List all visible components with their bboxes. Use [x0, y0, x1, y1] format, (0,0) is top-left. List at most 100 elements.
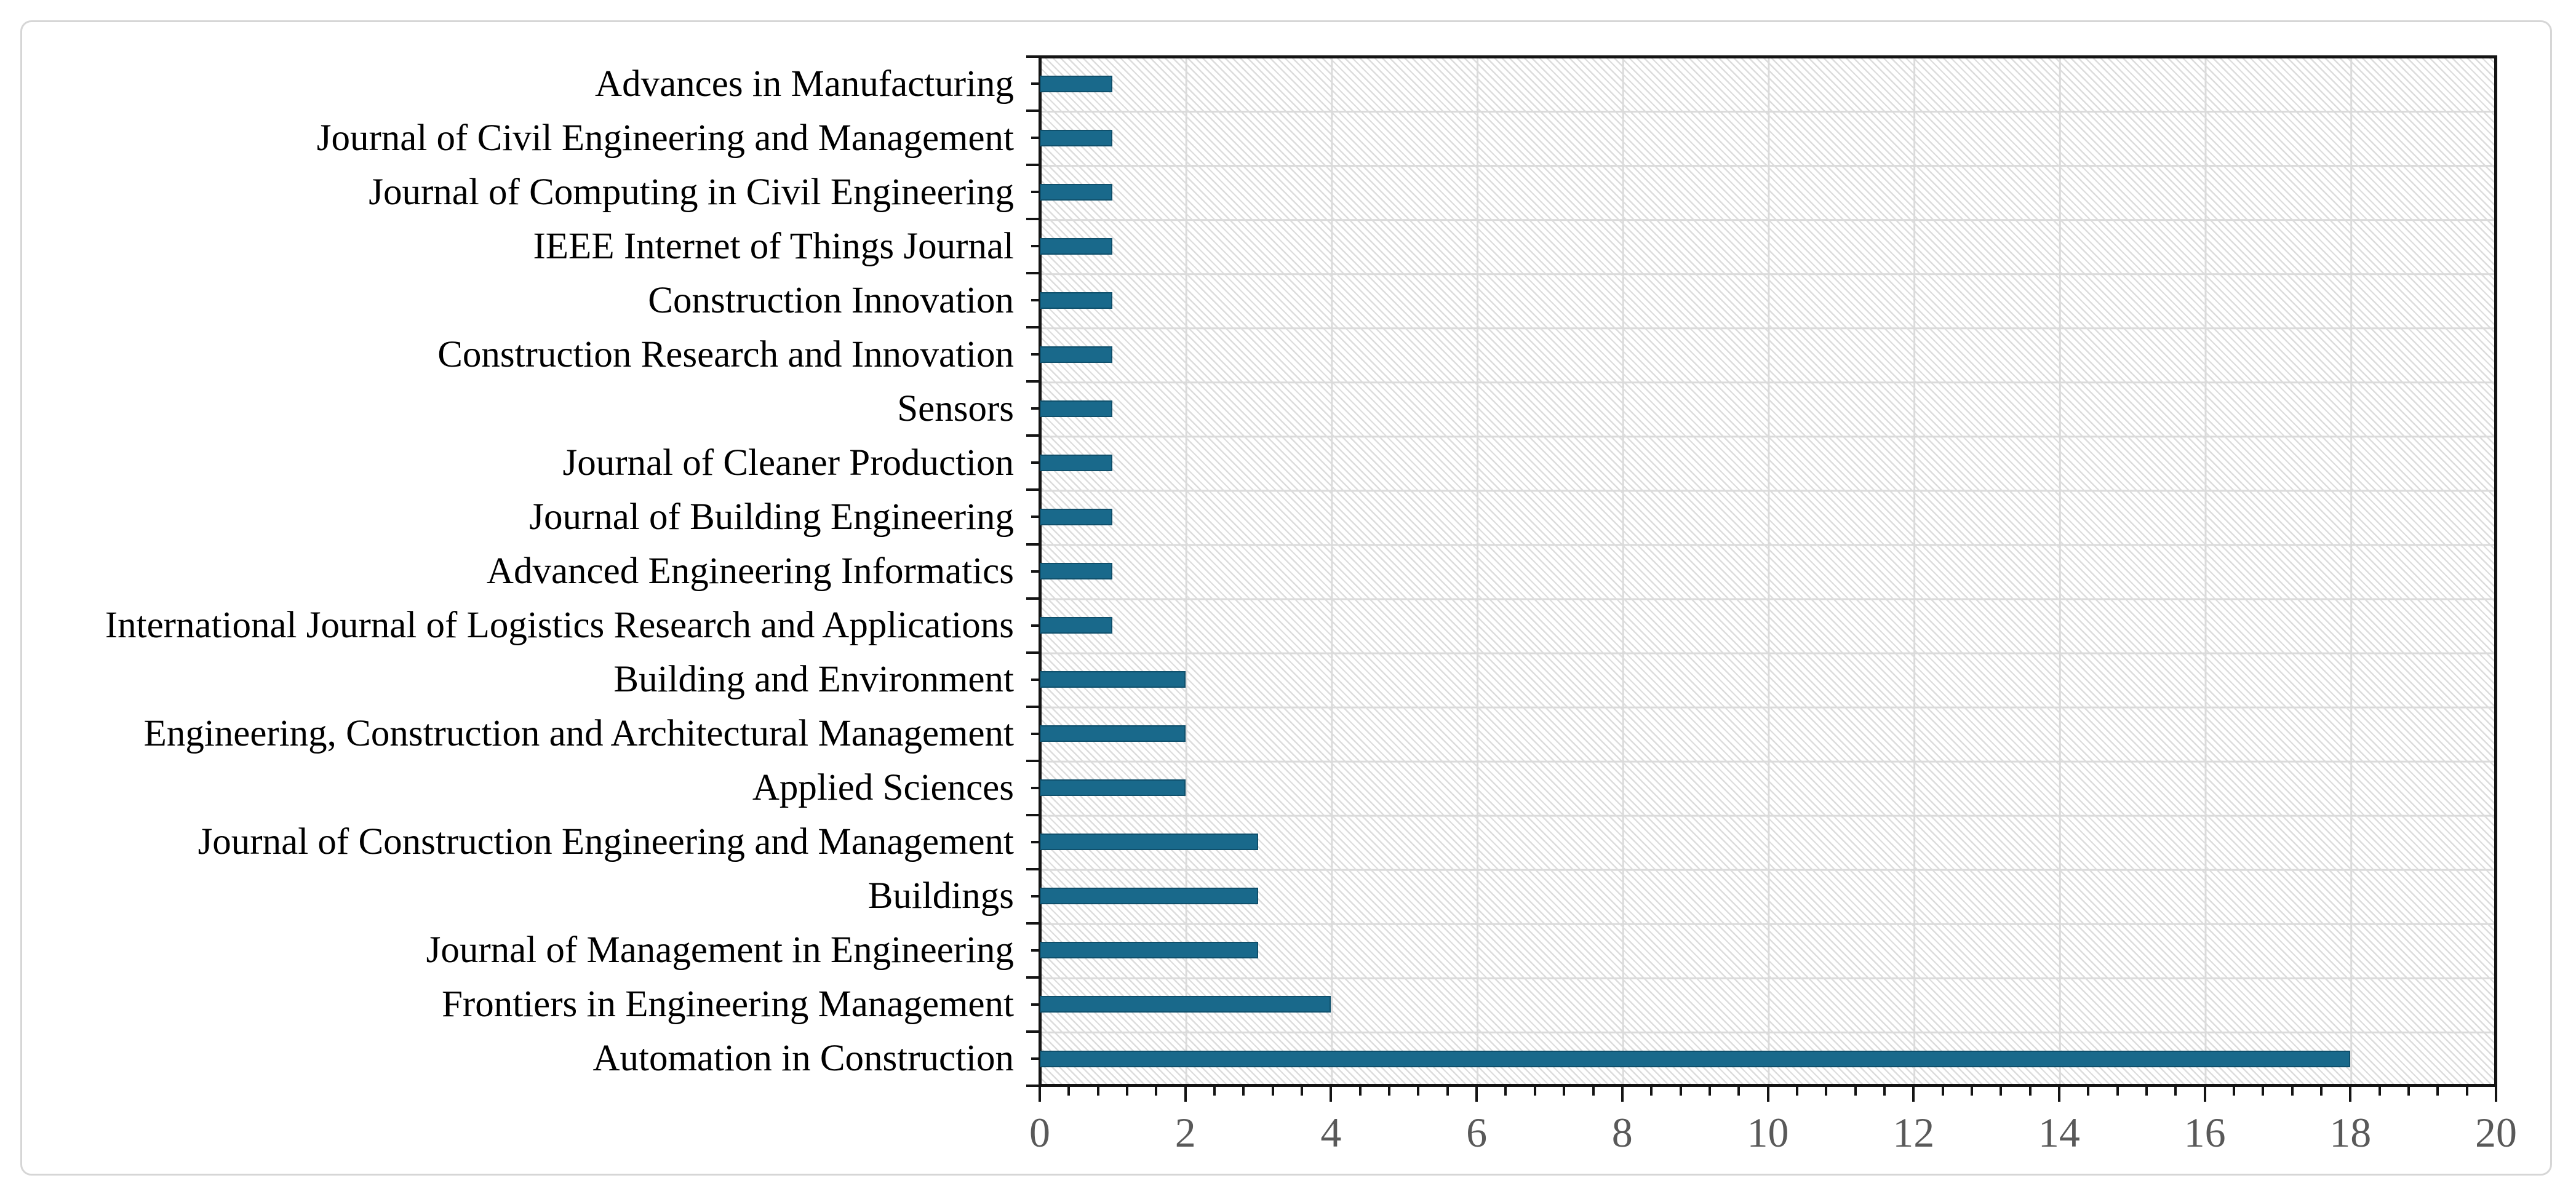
- x-axis-minor-tick: [1417, 1086, 1420, 1096]
- y-axis-major-tick: [1026, 921, 1040, 925]
- category-label-text: Construction Research and Innovation: [437, 333, 1014, 375]
- chart-card: Advances in Manufacturing Journal of Civi…: [20, 20, 2552, 1176]
- y-axis-major-tick: [1026, 488, 1040, 492]
- y-axis-major-tick: [1026, 164, 1040, 167]
- x-axis-minor-tick: [2145, 1086, 2148, 1096]
- category-label: Advances in Manufacturing: [32, 57, 1014, 111]
- category-label-text: Journal of Civil Engineering and Managem…: [316, 117, 1014, 159]
- x-axis-minor-tick: [2378, 1086, 2381, 1096]
- y-axis-major-tick: [1026, 976, 1040, 979]
- y-axis-minor-tick: [1031, 840, 1040, 843]
- category-label: Sensors: [32, 381, 1014, 436]
- category-label: Journal of Construction Engineering and …: [32, 815, 1014, 869]
- y-axis-major-tick: [1026, 867, 1040, 870]
- y-axis-major-tick: [1026, 1030, 1040, 1033]
- x-axis-tick-label: 14: [2038, 1109, 2080, 1156]
- y-axis-major-tick: [1026, 326, 1040, 329]
- bar: [1040, 292, 1113, 309]
- x-axis-minor-tick: [2291, 1086, 2294, 1096]
- x-axis-minor-tick: [1213, 1086, 1216, 1096]
- category-label: Applied Sciences: [32, 761, 1014, 815]
- y-axis-major-tick: [1026, 55, 1040, 58]
- x-axis-minor-tick: [1708, 1086, 1711, 1096]
- category-label: Journal of Cleaner Production: [32, 436, 1014, 490]
- x-axis-major-tick: [2349, 1086, 2352, 1102]
- category-label-text: Advances in Manufacturing: [595, 63, 1014, 105]
- x-axis-major-tick: [2057, 1086, 2060, 1102]
- x-axis-minor-tick: [1563, 1086, 1566, 1096]
- x-axis-minor-tick: [1679, 1086, 1682, 1096]
- bar: [1040, 942, 1258, 959]
- bar: [1040, 508, 1113, 525]
- y-axis-minor-tick: [1031, 353, 1040, 356]
- y-axis-minor-tick: [1031, 137, 1040, 140]
- x-axis-minor-tick: [2087, 1086, 2090, 1096]
- category-label-text: Journal of Construction Engineering and …: [197, 821, 1014, 863]
- y-axis-minor-tick: [1031, 461, 1040, 464]
- y-axis-minor-tick: [1031, 949, 1040, 952]
- y-axis-major-tick: [1026, 813, 1040, 816]
- x-axis-minor-tick: [1446, 1086, 1449, 1096]
- y-axis-major-tick: [1026, 1085, 1040, 1087]
- bar: [1040, 563, 1113, 579]
- category-label-text: Advanced Engineering Informatics: [486, 551, 1014, 592]
- category-label-text: Engineering, Construction and Architectu…: [143, 713, 1014, 755]
- y-axis-minor-tick: [1031, 82, 1040, 85]
- category-label-text: Automation in Construction: [592, 1038, 1014, 1080]
- category-label-text: Journal of Building Engineering: [529, 496, 1014, 538]
- x-axis-tick-label: 18: [2329, 1109, 2372, 1156]
- x-axis-minor-tick: [2407, 1086, 2410, 1096]
- x-axis-minor-tick: [2436, 1086, 2439, 1096]
- category-label: Advanced Engineering Informatics: [32, 544, 1014, 599]
- x-axis-tick-label: 12: [1892, 1109, 1935, 1156]
- x-axis-minor-tick: [1533, 1086, 1536, 1096]
- x-axis-major-tick: [1184, 1086, 1187, 1102]
- x-axis-minor-tick: [1592, 1086, 1595, 1096]
- category-label: IEEE Internet of Things Journal: [32, 219, 1014, 273]
- y-axis-minor-tick: [1031, 624, 1040, 627]
- category-label-text: Journal of Cleaner Production: [562, 442, 1014, 484]
- x-axis-minor-tick: [2262, 1086, 2265, 1096]
- bar: [1040, 779, 1186, 797]
- x-axis-major-tick: [1330, 1086, 1333, 1102]
- y-axis-major-tick: [1026, 543, 1040, 546]
- x-axis-tick-label: 4: [1320, 1109, 1342, 1156]
- x-axis-minor-tick: [1358, 1086, 1362, 1096]
- y-axis-major-tick: [1026, 705, 1040, 708]
- category-label-text: International Journal of Logistics Resea…: [105, 605, 1014, 647]
- category-label: Construction Innovation: [32, 273, 1014, 327]
- category-label-text: Buildings: [867, 875, 1014, 917]
- x-axis-minor-tick: [1941, 1086, 1944, 1096]
- category-label-text: Building and Environment: [613, 659, 1014, 701]
- category-label: Journal of Building Engineering: [32, 490, 1014, 544]
- category-label: Engineering, Construction and Architectu…: [32, 707, 1014, 761]
- category-label-text: Applied Sciences: [752, 767, 1014, 809]
- category-label: Journal of Computing in Civil Engineerin…: [32, 165, 1014, 219]
- x-axis-minor-tick: [1067, 1086, 1071, 1096]
- y-axis-minor-tick: [1031, 407, 1040, 410]
- bar: [1040, 346, 1113, 363]
- x-axis-minor-tick: [1970, 1086, 1973, 1096]
- x-axis-tick-label: 16: [2183, 1109, 2226, 1156]
- x-axis-minor-tick: [2000, 1086, 2003, 1096]
- category-label: Buildings: [32, 869, 1014, 923]
- x-axis-minor-tick: [2465, 1086, 2468, 1096]
- category-label: Construction Research and Innovation: [32, 327, 1014, 381]
- y-axis-minor-tick: [1031, 245, 1040, 248]
- y-axis-minor-tick: [1031, 786, 1040, 789]
- y-axis-minor-tick: [1031, 1057, 1040, 1060]
- bar: [1040, 400, 1113, 417]
- y-axis-minor-tick: [1031, 1003, 1040, 1006]
- x-axis-minor-tick: [1854, 1086, 1857, 1096]
- x-axis-minor-tick: [1126, 1086, 1128, 1096]
- bar: [1040, 454, 1113, 471]
- x-axis-minor-tick: [1242, 1086, 1245, 1096]
- x-axis-major-tick: [2495, 1086, 2497, 1102]
- category-label: International Journal of Logistics Resea…: [32, 599, 1014, 653]
- x-axis-minor-tick: [1301, 1086, 1304, 1096]
- category-label-text: IEEE Internet of Things Journal: [533, 225, 1014, 267]
- x-axis-major-tick: [1766, 1086, 1769, 1102]
- y-axis-minor-tick: [1031, 299, 1040, 302]
- category-label: Journal of Civil Engineering and Managem…: [32, 111, 1014, 165]
- x-axis-minor-tick: [2174, 1086, 2177, 1096]
